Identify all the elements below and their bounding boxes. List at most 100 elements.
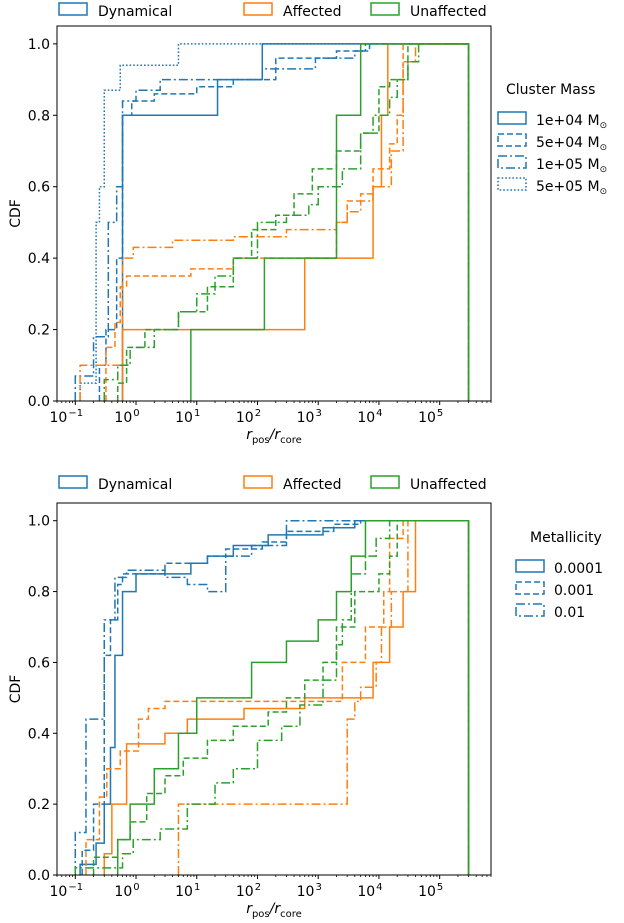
x-axis-label-part: /r [268, 427, 282, 443]
x-tick-exp: 2 [255, 408, 261, 419]
y-tick-label: 0.4 [28, 726, 50, 742]
x-tick-exp: 0 [133, 408, 139, 419]
series-unaffected-solid [190, 43, 470, 401]
x-tick-exp: 2 [255, 882, 261, 893]
x-tick-label: 105 [418, 408, 443, 426]
y-tick-label: 0.0 [28, 868, 50, 884]
x-tick-base: 10 [236, 410, 254, 426]
style-legend-item-dashed: 5e+04 M⊙ [497, 133, 608, 153]
style-legend-item-dotted: 5e+05 M⊙ [497, 177, 607, 197]
legend-label-dynamical: Dynamical [98, 4, 172, 20]
x-tick-exp: 0 [133, 882, 139, 893]
y-tick-label: 1.0 [28, 37, 50, 53]
style-legend-text: 0.001 [554, 583, 594, 599]
style-legend-swatch-dotted [497, 177, 527, 191]
y-tick-label: 1.0 [28, 514, 50, 530]
style-legend-text: 1e+05 M [536, 157, 600, 173]
style-legend-label: 5e+05 M⊙ [536, 179, 607, 197]
legend-swatch-dynamical [58, 475, 88, 489]
series-group [74, 43, 470, 401]
x-tick-exp: 5 [437, 408, 443, 419]
style-legend-item-solid: 0.0001 [515, 559, 603, 577]
x-tick-exp: −1 [68, 882, 83, 893]
series-affected-dashdot [79, 43, 470, 401]
legend-swatch-dynamical [58, 2, 88, 16]
x-tick-exp: 3 [315, 882, 321, 893]
x-tick-base: 10 [114, 410, 132, 426]
x-tick-exp: 5 [437, 882, 443, 893]
style-legend-swatch-dashed [497, 133, 527, 147]
legend-item-affected: Affected [243, 475, 342, 493]
style-legend-text: 5e+04 M [536, 135, 600, 151]
x-axis-label-part: /r [268, 901, 282, 917]
series-dynamical-solid [121, 43, 470, 401]
series-dynamical-dashdot [74, 43, 470, 401]
series-unaffected-dashdot [103, 43, 470, 401]
x-axis-label-part: core [280, 909, 302, 920]
style-legend-item-dashed: 0.001 [515, 581, 594, 599]
x-tick-exp: −1 [68, 408, 83, 419]
y-tick-label: 0.4 [28, 251, 50, 267]
style-legend-text: 0.0001 [554, 561, 603, 577]
style-legend-sub: ⊙ [600, 121, 608, 131]
series-affected-dashdot [177, 519, 470, 875]
series-dynamical-dashed [81, 519, 470, 875]
style-legend-swatch-dashdot [497, 155, 527, 169]
y-tick-label: 0.8 [28, 585, 50, 601]
legend-item-affected: Affected [243, 2, 342, 20]
x-tick-exp: 1 [194, 408, 200, 419]
style-legend-sub: ⊙ [600, 143, 608, 153]
x-tick-base: 10 [236, 884, 254, 900]
legend-item-unaffected: Unaffected [370, 475, 487, 493]
style-legend-sub: ⊙ [600, 165, 608, 175]
series-dynamical-dashdot [74, 519, 470, 875]
x-axis-label-part: r [246, 427, 253, 443]
style-legend-text: 0.01 [554, 605, 585, 621]
x-tick-label: 102 [236, 408, 261, 426]
x-tick-base: 10 [357, 884, 375, 900]
series-dynamical-solid [79, 519, 470, 875]
x-axis-label: rpos/rcore [246, 901, 302, 920]
x-tick-label: 105 [418, 882, 443, 900]
style-legend-swatch-solid [497, 111, 527, 125]
y-tick-label: 0.2 [28, 797, 50, 813]
series-affected-dashed [85, 519, 470, 875]
style-legend-item-dashdot: 0.01 [515, 603, 585, 621]
style-legend-text: 5e+05 M [536, 179, 600, 195]
series-affected-dashed [105, 43, 470, 401]
x-tick-label: 102 [236, 882, 261, 900]
style-legend-label: 1e+04 M⊙ [536, 113, 607, 131]
chart-panel-2: 0.00.20.40.60.81.010−1 100 101 102 103 104 105… [8, 475, 603, 920]
series-unaffected-dashed [116, 43, 470, 401]
legend-item-dynamical: Dynamical [58, 2, 172, 20]
x-axis-label-part: core [280, 435, 302, 446]
style-legend-swatch-dashdot [515, 603, 545, 617]
x-tick-label: 100 [114, 408, 139, 426]
style-legend-text: 1e+04 M [536, 113, 600, 129]
x-tick-exp: 3 [315, 408, 321, 419]
x-tick-label: 101 [175, 882, 200, 900]
x-tick-base: 10 [297, 884, 315, 900]
y-tick-label: 0.6 [28, 180, 50, 196]
y-tick-label: 0.0 [28, 394, 50, 410]
style-legend-swatch-dashed [515, 581, 545, 595]
x-tick-exp: 4 [376, 408, 382, 419]
legend-swatch-unaffected [370, 2, 400, 16]
x-tick-base: 10 [49, 884, 67, 900]
style-legend-swatch-solid [515, 559, 545, 573]
legend-label-unaffected: Unaffected [410, 477, 487, 493]
legend-swatch-unaffected [370, 475, 400, 489]
legend-label-affected: Affected [283, 4, 342, 20]
x-tick-label: 101 [175, 408, 200, 426]
style-legend-label: 0.0001 [554, 561, 603, 577]
legend-item-dynamical: Dynamical [58, 475, 172, 493]
x-tick-label: 103 [297, 408, 322, 426]
series-group [74, 519, 470, 875]
x-tick-label: 10−1 [49, 882, 83, 900]
x-axis-label-part: pos [252, 435, 270, 446]
x-axis-label-part: pos [252, 909, 270, 920]
x-tick-base: 10 [114, 884, 132, 900]
x-tick-label: 10−1 [49, 408, 83, 426]
y-axis-label: CDF [8, 675, 24, 704]
